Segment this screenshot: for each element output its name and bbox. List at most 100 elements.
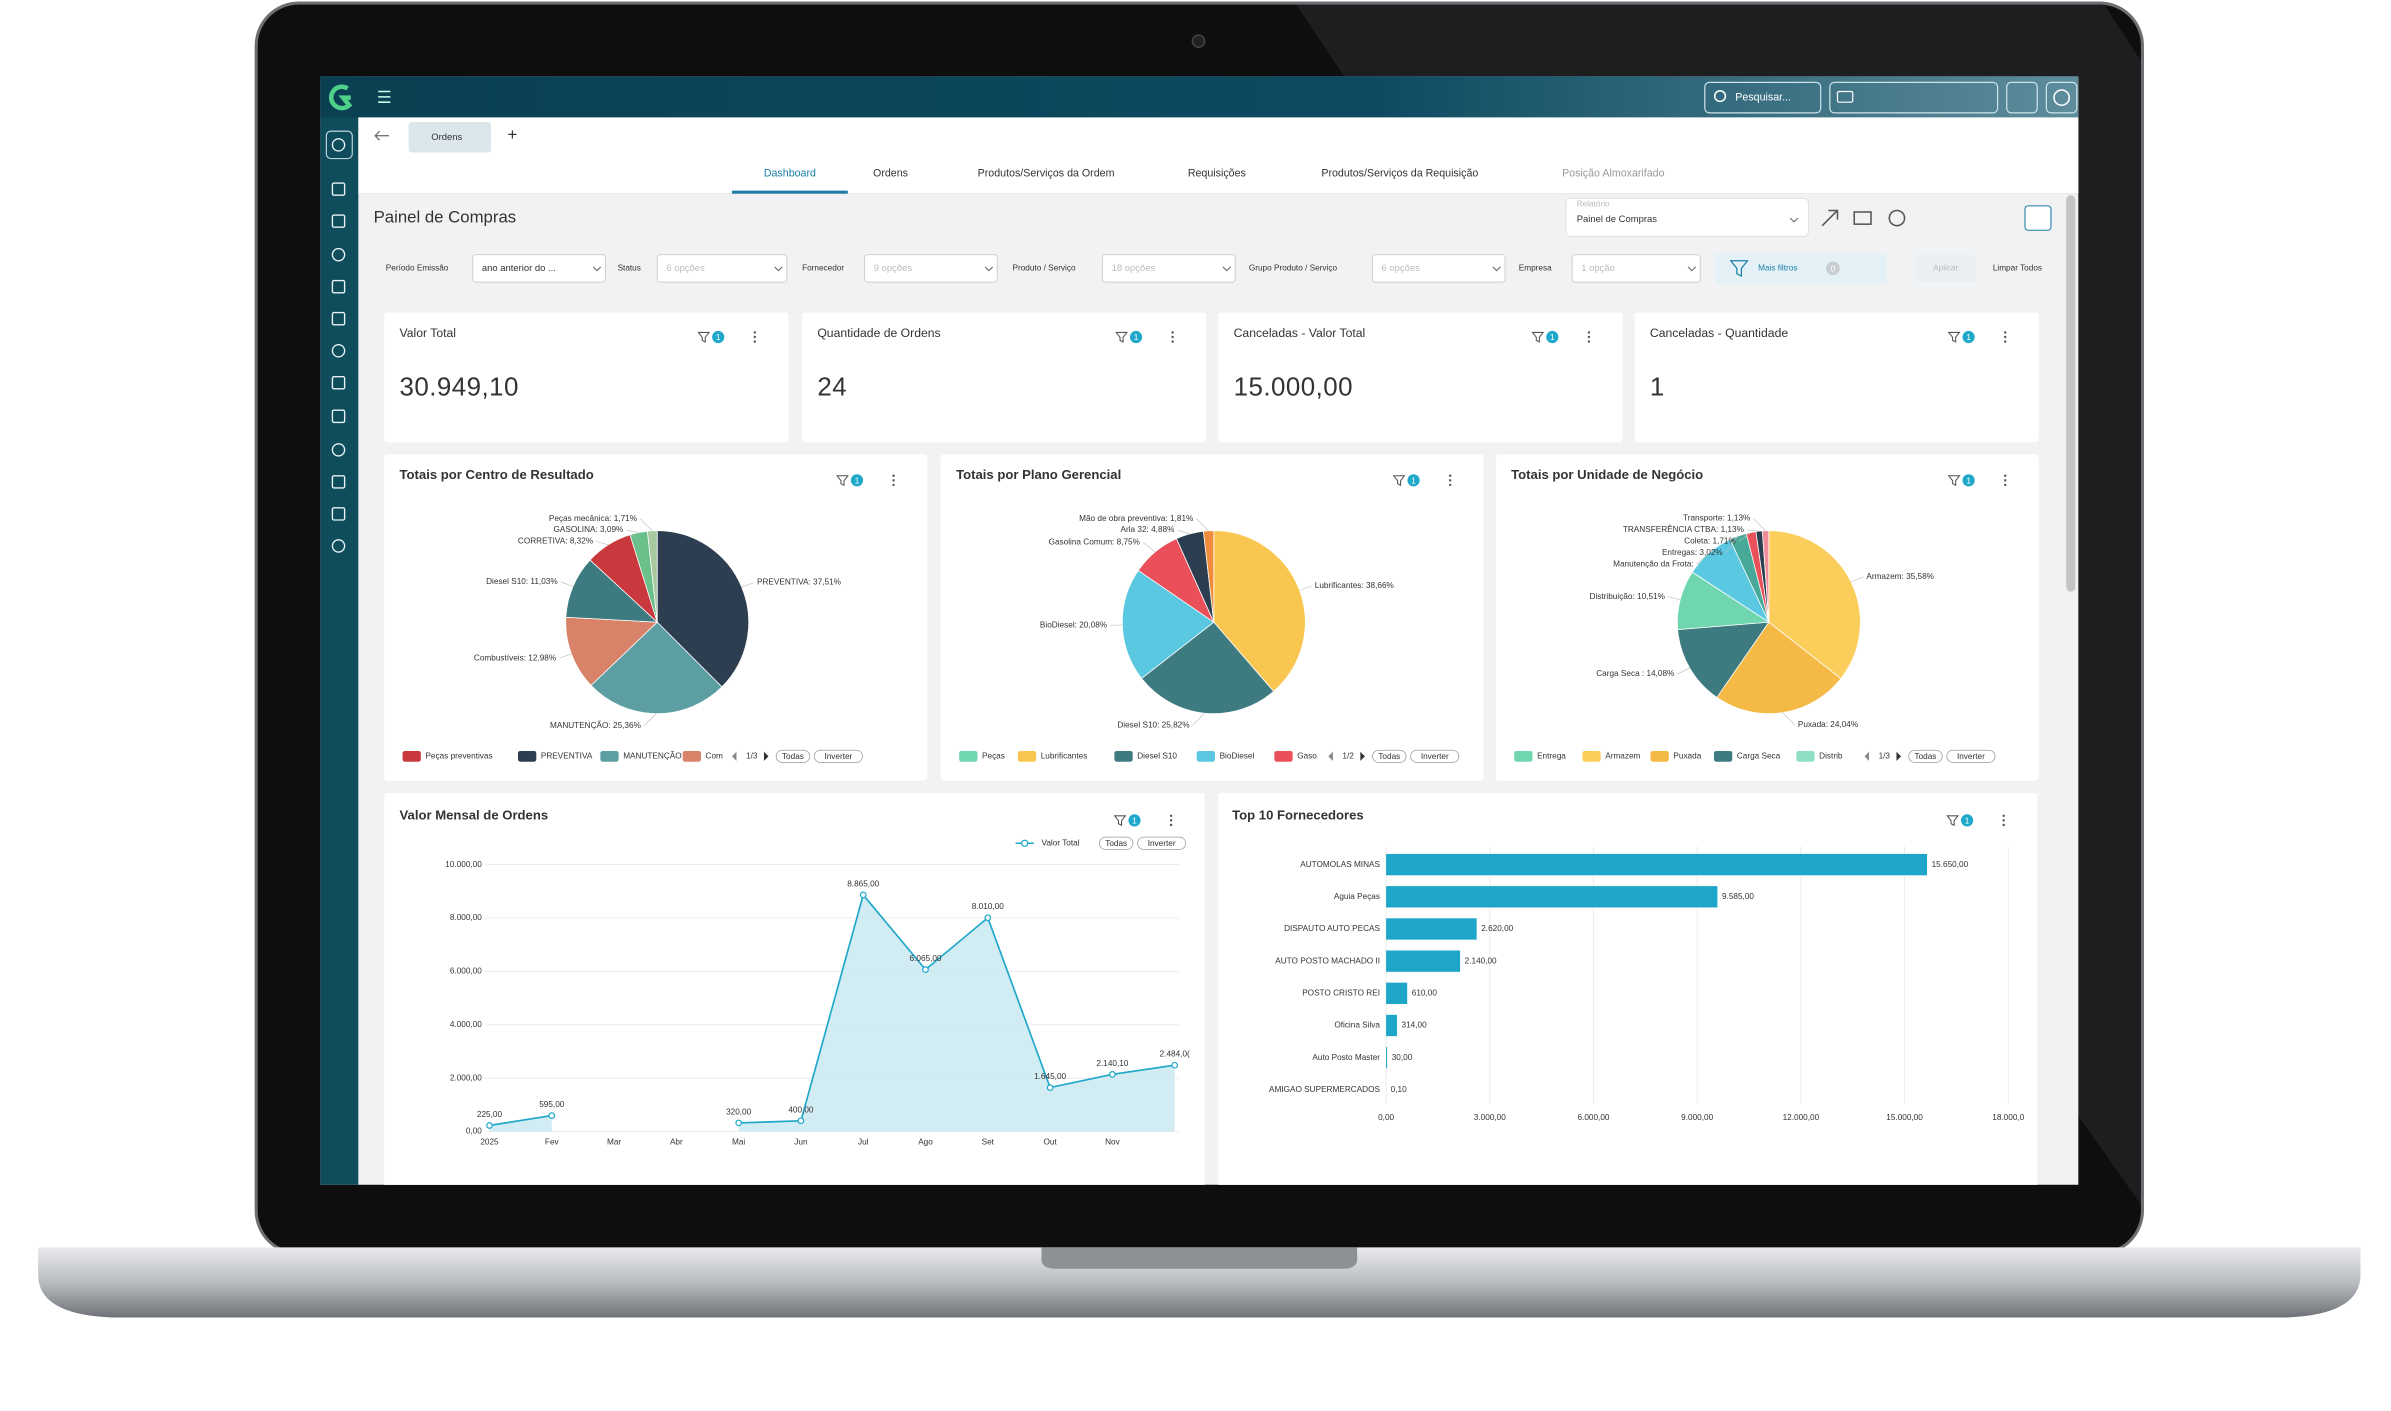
- nav-tab[interactable]: Produtos/Serviços da Ordem: [978, 168, 1115, 180]
- card-filter-icon[interactable]: [697, 331, 711, 343]
- kebab-dot[interactable]: [2003, 335, 2007, 339]
- more-button[interactable]: [2024, 205, 2052, 231]
- kebab-dot[interactable]: [1587, 331, 1591, 334]
- pill[interactable]: [1908, 749, 1943, 763]
- card-filter-icon[interactable]: [1946, 815, 1960, 827]
- clear-label[interactable]: Limpar Todos: [1993, 264, 2042, 273]
- kebab-dot[interactable]: [892, 479, 895, 482]
- kebab-dot[interactable]: [1587, 335, 1591, 339]
- legend-label[interactable]: PREVENTIVA: [541, 752, 593, 761]
- report-select[interactable]: [1565, 197, 1809, 237]
- open-tab[interactable]: [408, 122, 492, 153]
- pill[interactable]: [1410, 749, 1460, 763]
- pill-label[interactable]: Todas: [782, 752, 804, 761]
- company-box[interactable]: [1829, 81, 1999, 114]
- nav-tab[interactable]: Produtos/Serviços da Requisição: [1321, 168, 1478, 180]
- card-filter-icon[interactable]: [1531, 331, 1545, 343]
- sidebar-icon[interactable]: [331, 279, 346, 294]
- mail-icon[interactable]: [1853, 211, 1872, 225]
- pill-label[interactable]: Todas: [1105, 839, 1127, 848]
- legend-prev[interactable]: [731, 751, 737, 761]
- kebab-dot[interactable]: [2003, 331, 2007, 334]
- kebab-dot[interactable]: [2002, 819, 2005, 822]
- sidebar-icon[interactable]: [331, 409, 346, 424]
- pill-label[interactable]: Todas: [1914, 752, 1936, 761]
- add-tab[interactable]: +: [507, 125, 517, 144]
- kebab-dot[interactable]: [753, 335, 757, 339]
- kebab-dot[interactable]: [2003, 483, 2007, 487]
- pill[interactable]: [1137, 836, 1187, 850]
- pill[interactable]: [775, 749, 811, 763]
- kebab-dot[interactable]: [2002, 823, 2005, 827]
- legend-label[interactable]: Valor Total: [1041, 838, 1079, 847]
- legend-label[interactable]: Carga Seca: [1737, 752, 1781, 761]
- legend-label[interactable]: Puxada: [1673, 752, 1701, 761]
- legend-label[interactable]: Entrega: [1537, 752, 1566, 761]
- filter-select[interactable]: [864, 254, 998, 283]
- search-box[interactable]: [1704, 81, 1822, 114]
- kebab-dot[interactable]: [1171, 340, 1174, 343]
- kebab-dot[interactable]: [2002, 814, 2005, 818]
- sidebar-icon[interactable]: [331, 507, 346, 521]
- legend-label[interactable]: Peças: [982, 752, 1005, 761]
- kebab-dot[interactable]: [1171, 335, 1174, 339]
- kebab-dot[interactable]: [753, 331, 757, 334]
- sidebar-icon[interactable]: [331, 539, 346, 553]
- nav-tab[interactable]: Ordens: [873, 168, 908, 180]
- sidebar-icon[interactable]: [331, 311, 346, 326]
- kebab-dot[interactable]: [1171, 331, 1174, 334]
- filter-select[interactable]: [1102, 254, 1236, 283]
- sidebar-icon[interactable]: [331, 475, 346, 489]
- filter-select[interactable]: [1371, 254, 1506, 283]
- kebab-dot[interactable]: [2003, 474, 2007, 477]
- filter-select[interactable]: [1571, 254, 1701, 283]
- pill-label[interactable]: Todas: [1378, 752, 1400, 761]
- back-arrow[interactable]: [374, 130, 389, 141]
- kebab-dot[interactable]: [892, 483, 895, 487]
- kebab-dot[interactable]: [1448, 479, 1452, 482]
- sidebar-icon[interactable]: [331, 343, 346, 358]
- nav-tab[interactable]: Posição Almoxarifado: [1562, 168, 1665, 180]
- card-filter-icon[interactable]: [1392, 475, 1406, 487]
- history-icon[interactable]: [1888, 209, 1906, 227]
- pill-label[interactable]: Inverter: [824, 752, 852, 761]
- card-filter-icon[interactable]: [836, 475, 849, 487]
- kebab-dot[interactable]: [1169, 814, 1173, 818]
- card-filter-icon[interactable]: [1113, 815, 1127, 827]
- legend-next[interactable]: [1360, 751, 1365, 761]
- pill-label[interactable]: Inverter: [1421, 752, 1449, 761]
- kebab-dot[interactable]: [1587, 340, 1591, 343]
- legend-label[interactable]: Com: [706, 752, 724, 761]
- legend-next[interactable]: [763, 751, 769, 761]
- more-filters-area[interactable]: [1715, 253, 1887, 284]
- filter-select[interactable]: [472, 254, 606, 283]
- kebab-dot[interactable]: [2003, 340, 2007, 343]
- kebab-dot[interactable]: [892, 474, 895, 477]
- pill[interactable]: [813, 749, 863, 763]
- apply-button[interactable]: [1915, 254, 1977, 283]
- kebab-dot[interactable]: [1448, 483, 1452, 487]
- filter-select[interactable]: [656, 254, 788, 283]
- sidebar-icon[interactable]: [331, 247, 346, 262]
- sidebar-search[interactable]: [325, 130, 353, 160]
- legend-label[interactable]: BioDiesel: [1220, 752, 1255, 761]
- legend-label[interactable]: MANUTENÇÃO: [623, 751, 681, 761]
- legend-label[interactable]: Diesel S10: [1137, 752, 1177, 761]
- kebab-dot[interactable]: [1448, 474, 1452, 477]
- pill[interactable]: [1946, 749, 1996, 763]
- sidebar-icon[interactable]: [331, 375, 346, 390]
- expand-icon[interactable]: [1821, 209, 1839, 227]
- open-tab-label[interactable]: Ordens: [431, 132, 462, 143]
- legend-prev[interactable]: [1328, 751, 1333, 761]
- sidebar-icon[interactable]: [331, 182, 346, 196]
- more-filters-label[interactable]: Mais filtros: [1758, 264, 1797, 273]
- user-button[interactable]: [2045, 81, 2078, 114]
- legend-label[interactable]: Lubrificantes: [1041, 752, 1088, 761]
- pill-label[interactable]: Inverter: [1148, 839, 1176, 848]
- card-filter-icon[interactable]: [1115, 331, 1128, 343]
- card-filter-icon[interactable]: [1947, 331, 1961, 343]
- legend-next[interactable]: [1896, 751, 1902, 761]
- sidebar-icon[interactable]: [331, 214, 346, 228]
- sidebar-icon[interactable]: [331, 443, 346, 457]
- kebab-dot[interactable]: [2003, 479, 2007, 482]
